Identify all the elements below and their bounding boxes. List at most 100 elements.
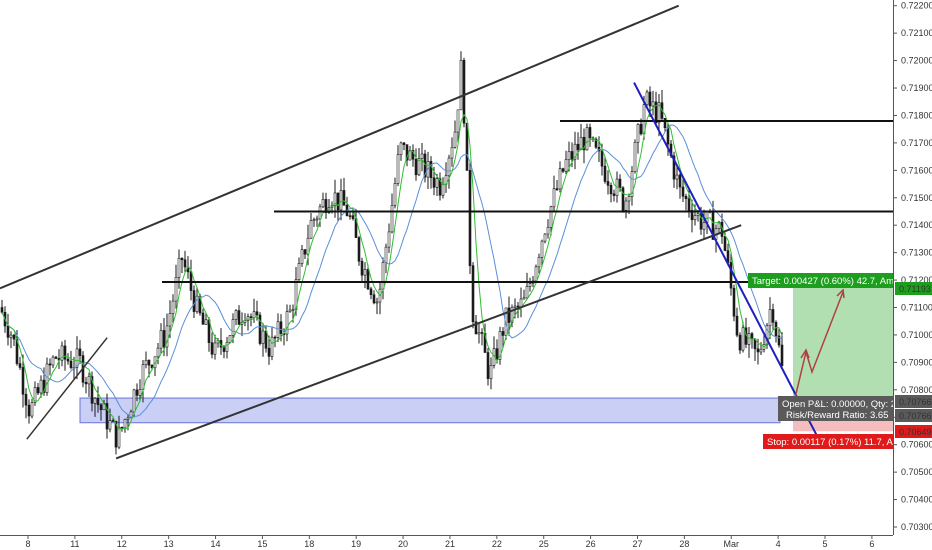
candle-body bbox=[417, 158, 421, 176]
candle-body bbox=[501, 331, 505, 336]
target-zone bbox=[793, 281, 893, 400]
target-price-text: 0.71193 bbox=[899, 284, 931, 294]
candle-body bbox=[360, 260, 364, 276]
entry-price-2-text: 0.70766 bbox=[899, 411, 932, 421]
candlestick-series bbox=[0, 51, 784, 455]
x-tick-label: 8 bbox=[25, 539, 30, 549]
candle-body bbox=[210, 342, 214, 355]
candle-body bbox=[225, 342, 229, 352]
candle-body bbox=[66, 358, 70, 362]
candle-body bbox=[303, 249, 307, 255]
candle-body bbox=[111, 420, 115, 422]
candle-body bbox=[147, 359, 151, 366]
y-tick-label: 0.71500 bbox=[901, 193, 932, 203]
y-tick-label: 0.71900 bbox=[901, 83, 932, 93]
candle-body bbox=[684, 195, 688, 199]
candle-body bbox=[432, 177, 436, 188]
candle-body bbox=[90, 376, 94, 404]
candle-body bbox=[54, 356, 58, 359]
y-tick-label: 0.71700 bbox=[901, 138, 932, 148]
candle-body bbox=[132, 389, 136, 413]
y-tick-label: 0.71600 bbox=[901, 165, 932, 175]
candle-body bbox=[387, 231, 391, 248]
projection-arrowhead-small bbox=[800, 348, 810, 359]
candle-body bbox=[558, 168, 562, 190]
candle-body bbox=[663, 117, 667, 128]
candle-body bbox=[30, 402, 34, 417]
candle-body bbox=[249, 316, 253, 319]
candle-body bbox=[84, 382, 88, 385]
y-tick-label: 0.72000 bbox=[901, 56, 932, 66]
candle-body bbox=[105, 403, 109, 430]
candle-body bbox=[33, 387, 37, 403]
candle-body bbox=[549, 206, 553, 228]
candle-body bbox=[471, 265, 475, 323]
candle-body bbox=[45, 363, 49, 393]
x-tick-label: 13 bbox=[164, 539, 174, 549]
candle-body bbox=[0, 307, 4, 313]
candle-body bbox=[639, 124, 643, 135]
candle-body bbox=[141, 364, 145, 390]
y-tick-label: 0.71000 bbox=[901, 330, 932, 340]
candle-body bbox=[192, 290, 196, 312]
time-axis: 8 11 12 13 14 15 18 19 20 21 22 25 26 27 28 Mar 4 5 6 bbox=[25, 535, 874, 549]
x-tick-label: 20 bbox=[398, 539, 408, 549]
candle-body bbox=[585, 127, 589, 151]
candle-body bbox=[552, 188, 556, 208]
candle-body bbox=[312, 219, 316, 221]
y-tick-label: 0.71400 bbox=[901, 220, 932, 230]
candle-body bbox=[321, 199, 325, 208]
channel-lower-line bbox=[115, 224, 742, 460]
candle-body bbox=[351, 215, 355, 219]
candle-body bbox=[666, 127, 670, 145]
candle-body bbox=[618, 178, 622, 189]
candle-body bbox=[687, 198, 691, 211]
candle-body bbox=[231, 319, 235, 336]
candle-body bbox=[201, 312, 205, 325]
candle-body bbox=[570, 151, 574, 160]
candle-body bbox=[318, 206, 322, 220]
candle-body bbox=[747, 333, 751, 345]
candle-body bbox=[375, 301, 379, 304]
minor-trend-line bbox=[26, 337, 108, 440]
candle-body bbox=[174, 277, 178, 302]
fast-moving-average-line bbox=[1, 104, 783, 430]
candle-body bbox=[477, 332, 481, 335]
candle-body bbox=[594, 138, 598, 148]
x-tick-label: 15 bbox=[257, 539, 267, 549]
candle-body bbox=[339, 190, 343, 211]
entry-price-tag: 0.70766 bbox=[895, 395, 932, 408]
candle-body bbox=[18, 363, 22, 368]
candle-body bbox=[474, 321, 478, 335]
x-tick-label: 4 bbox=[776, 539, 781, 549]
candle-body bbox=[48, 363, 52, 366]
candle-body bbox=[450, 146, 454, 159]
stop-label: Stop: 0.00117 (0.17%) 11.7, Amo bbox=[763, 434, 906, 449]
candle-body bbox=[498, 331, 502, 360]
candle-body bbox=[252, 311, 256, 318]
candle-body bbox=[21, 367, 25, 395]
candle-body bbox=[456, 109, 460, 133]
y-tick-label: 0.71300 bbox=[901, 248, 932, 258]
candle-body bbox=[411, 150, 415, 160]
candle-body bbox=[516, 305, 520, 308]
candle-body bbox=[342, 190, 346, 206]
candle-body bbox=[603, 165, 607, 182]
candle-body bbox=[69, 360, 73, 368]
candle-body bbox=[138, 389, 142, 396]
candle-body bbox=[42, 379, 46, 393]
candle-body bbox=[75, 348, 79, 368]
y-tick-label: 0.70300 bbox=[901, 522, 932, 532]
candle-body bbox=[582, 136, 586, 151]
candle-body bbox=[270, 336, 274, 357]
candle-body bbox=[300, 249, 304, 264]
candle-body bbox=[117, 426, 121, 448]
candle-body bbox=[480, 332, 484, 334]
support-zone bbox=[79, 397, 781, 424]
candle-body bbox=[279, 321, 283, 334]
candle-body bbox=[165, 325, 169, 348]
candle-body bbox=[771, 309, 775, 323]
candle-body bbox=[12, 334, 16, 340]
candle-body bbox=[777, 335, 781, 346]
stop-price-tag: 0.70649 bbox=[895, 425, 932, 438]
